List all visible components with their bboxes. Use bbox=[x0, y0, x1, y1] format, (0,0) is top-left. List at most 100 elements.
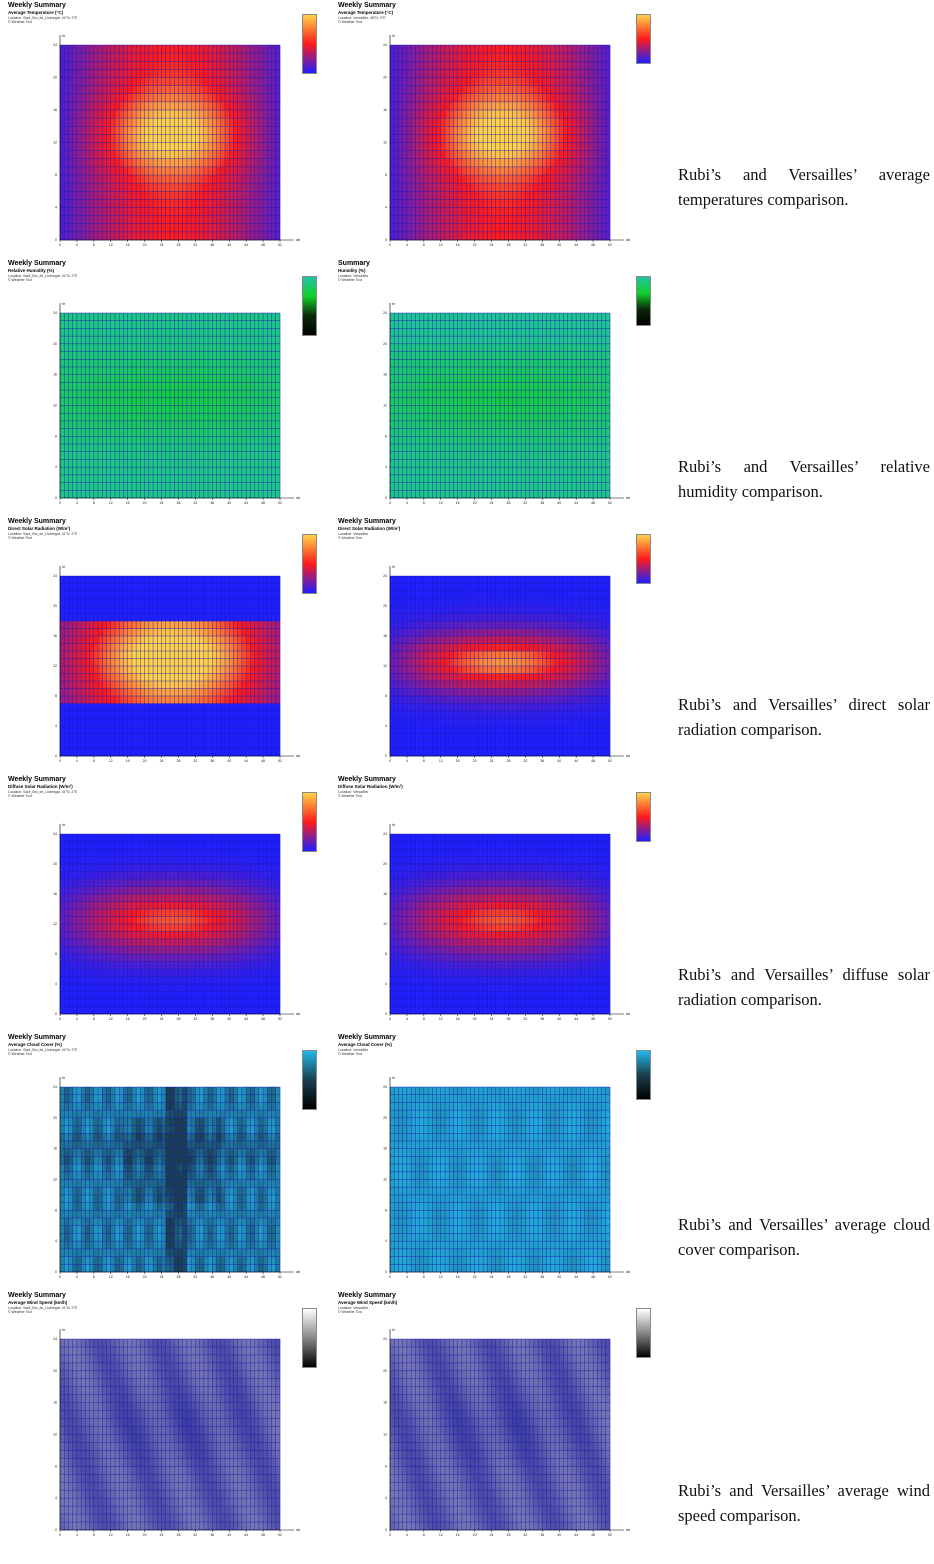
heat-cell bbox=[170, 459, 175, 468]
heat-cell bbox=[390, 158, 395, 168]
heat-cell bbox=[529, 191, 535, 200]
heat-cell bbox=[445, 53, 450, 62]
heat-cell bbox=[580, 474, 585, 483]
heat-cell bbox=[495, 490, 501, 499]
heat-cell bbox=[275, 390, 281, 398]
heat-cell bbox=[461, 158, 467, 168]
heat-cell bbox=[504, 199, 509, 208]
heat-cell bbox=[127, 85, 133, 94]
heat-cell bbox=[466, 490, 471, 499]
heat-cell bbox=[440, 351, 446, 360]
heat-cell bbox=[76, 405, 82, 414]
heat-cell bbox=[398, 467, 403, 476]
heat-cell bbox=[419, 451, 425, 460]
heat-cell bbox=[102, 366, 107, 375]
heat-cell bbox=[136, 490, 141, 499]
heat-cell bbox=[440, 77, 446, 86]
heat-cell bbox=[233, 85, 238, 94]
heat-cell bbox=[271, 459, 276, 468]
heat-cell bbox=[263, 215, 268, 224]
heat-cell bbox=[487, 118, 492, 127]
heat-cell bbox=[584, 207, 590, 216]
heat-cell bbox=[512, 328, 518, 337]
heat-cell bbox=[220, 436, 226, 445]
heat-cell bbox=[436, 313, 441, 321]
heat-cell bbox=[225, 166, 230, 176]
heat-cell bbox=[127, 142, 133, 151]
heat-cell bbox=[178, 343, 183, 352]
heat-cell bbox=[68, 328, 73, 337]
heat-cell bbox=[512, 390, 518, 398]
heat-cell bbox=[478, 45, 484, 54]
heat-cell bbox=[186, 359, 192, 368]
heat-cell bbox=[140, 351, 145, 360]
heat-cell bbox=[72, 93, 78, 103]
heat-cell bbox=[512, 134, 518, 143]
heat-cell bbox=[165, 490, 171, 499]
heat-cell bbox=[174, 134, 179, 143]
heat-cell bbox=[203, 69, 209, 78]
heat-cell bbox=[131, 69, 137, 78]
heat-cell bbox=[546, 490, 551, 499]
heat-cell bbox=[98, 118, 103, 127]
heat-cell bbox=[148, 101, 154, 111]
heat-cell bbox=[500, 191, 505, 200]
heat-cell bbox=[474, 158, 480, 168]
heat-cell bbox=[546, 313, 551, 321]
heat-cell bbox=[178, 467, 183, 476]
heat-cell bbox=[250, 69, 255, 78]
heat-cell bbox=[157, 101, 162, 111]
heat-cell bbox=[491, 467, 496, 476]
heat-cell bbox=[500, 390, 505, 398]
heat-cell bbox=[85, 397, 90, 406]
heat-cell bbox=[584, 134, 590, 143]
heat-cell bbox=[76, 366, 82, 375]
heat-cell bbox=[68, 183, 73, 192]
heat-cell bbox=[271, 118, 276, 127]
heat-cell bbox=[428, 85, 433, 94]
heat-cell bbox=[199, 207, 205, 216]
heat-cell bbox=[390, 482, 395, 491]
heat-cell bbox=[203, 207, 209, 216]
heat-cell bbox=[559, 118, 564, 127]
heat-cell bbox=[178, 85, 183, 94]
heat-cell bbox=[98, 183, 103, 192]
heat-cell bbox=[504, 142, 509, 151]
heat-cell bbox=[588, 93, 594, 103]
heat-cell bbox=[220, 101, 226, 111]
heat-cell bbox=[440, 175, 446, 184]
heat-cell bbox=[533, 336, 539, 345]
heat-cell bbox=[440, 397, 446, 406]
heat-cell bbox=[131, 436, 137, 445]
heat-cell bbox=[237, 158, 243, 168]
heat-cell bbox=[98, 397, 103, 406]
heat-cell bbox=[453, 428, 458, 437]
heat-cell bbox=[191, 482, 196, 491]
heat-cell bbox=[550, 420, 556, 429]
heat-cell bbox=[76, 451, 82, 460]
heat-cell bbox=[178, 231, 183, 241]
heat-cell bbox=[191, 351, 196, 360]
heat-cell bbox=[563, 451, 568, 460]
heat-cell bbox=[567, 413, 573, 422]
heat-cell bbox=[449, 374, 454, 383]
heat-cell bbox=[85, 420, 90, 429]
heat-cell bbox=[233, 126, 238, 135]
heat-cell bbox=[445, 175, 450, 184]
heat-cell bbox=[563, 93, 568, 103]
heat-cell bbox=[182, 158, 188, 168]
heat-cell bbox=[504, 382, 509, 391]
heat-cell bbox=[432, 150, 437, 159]
heat-cell bbox=[85, 467, 90, 476]
color-legend bbox=[302, 276, 317, 336]
heat-cell bbox=[508, 397, 513, 406]
heat-cell bbox=[525, 390, 530, 398]
heat-cell bbox=[178, 382, 183, 391]
heat-cell bbox=[85, 118, 90, 127]
heat-cell bbox=[140, 436, 145, 445]
heat-cell bbox=[398, 142, 403, 151]
y-tick-label: 4 bbox=[385, 206, 387, 210]
heat-cell bbox=[453, 336, 458, 345]
heat-cell bbox=[457, 134, 463, 143]
heat-cell bbox=[546, 231, 551, 241]
